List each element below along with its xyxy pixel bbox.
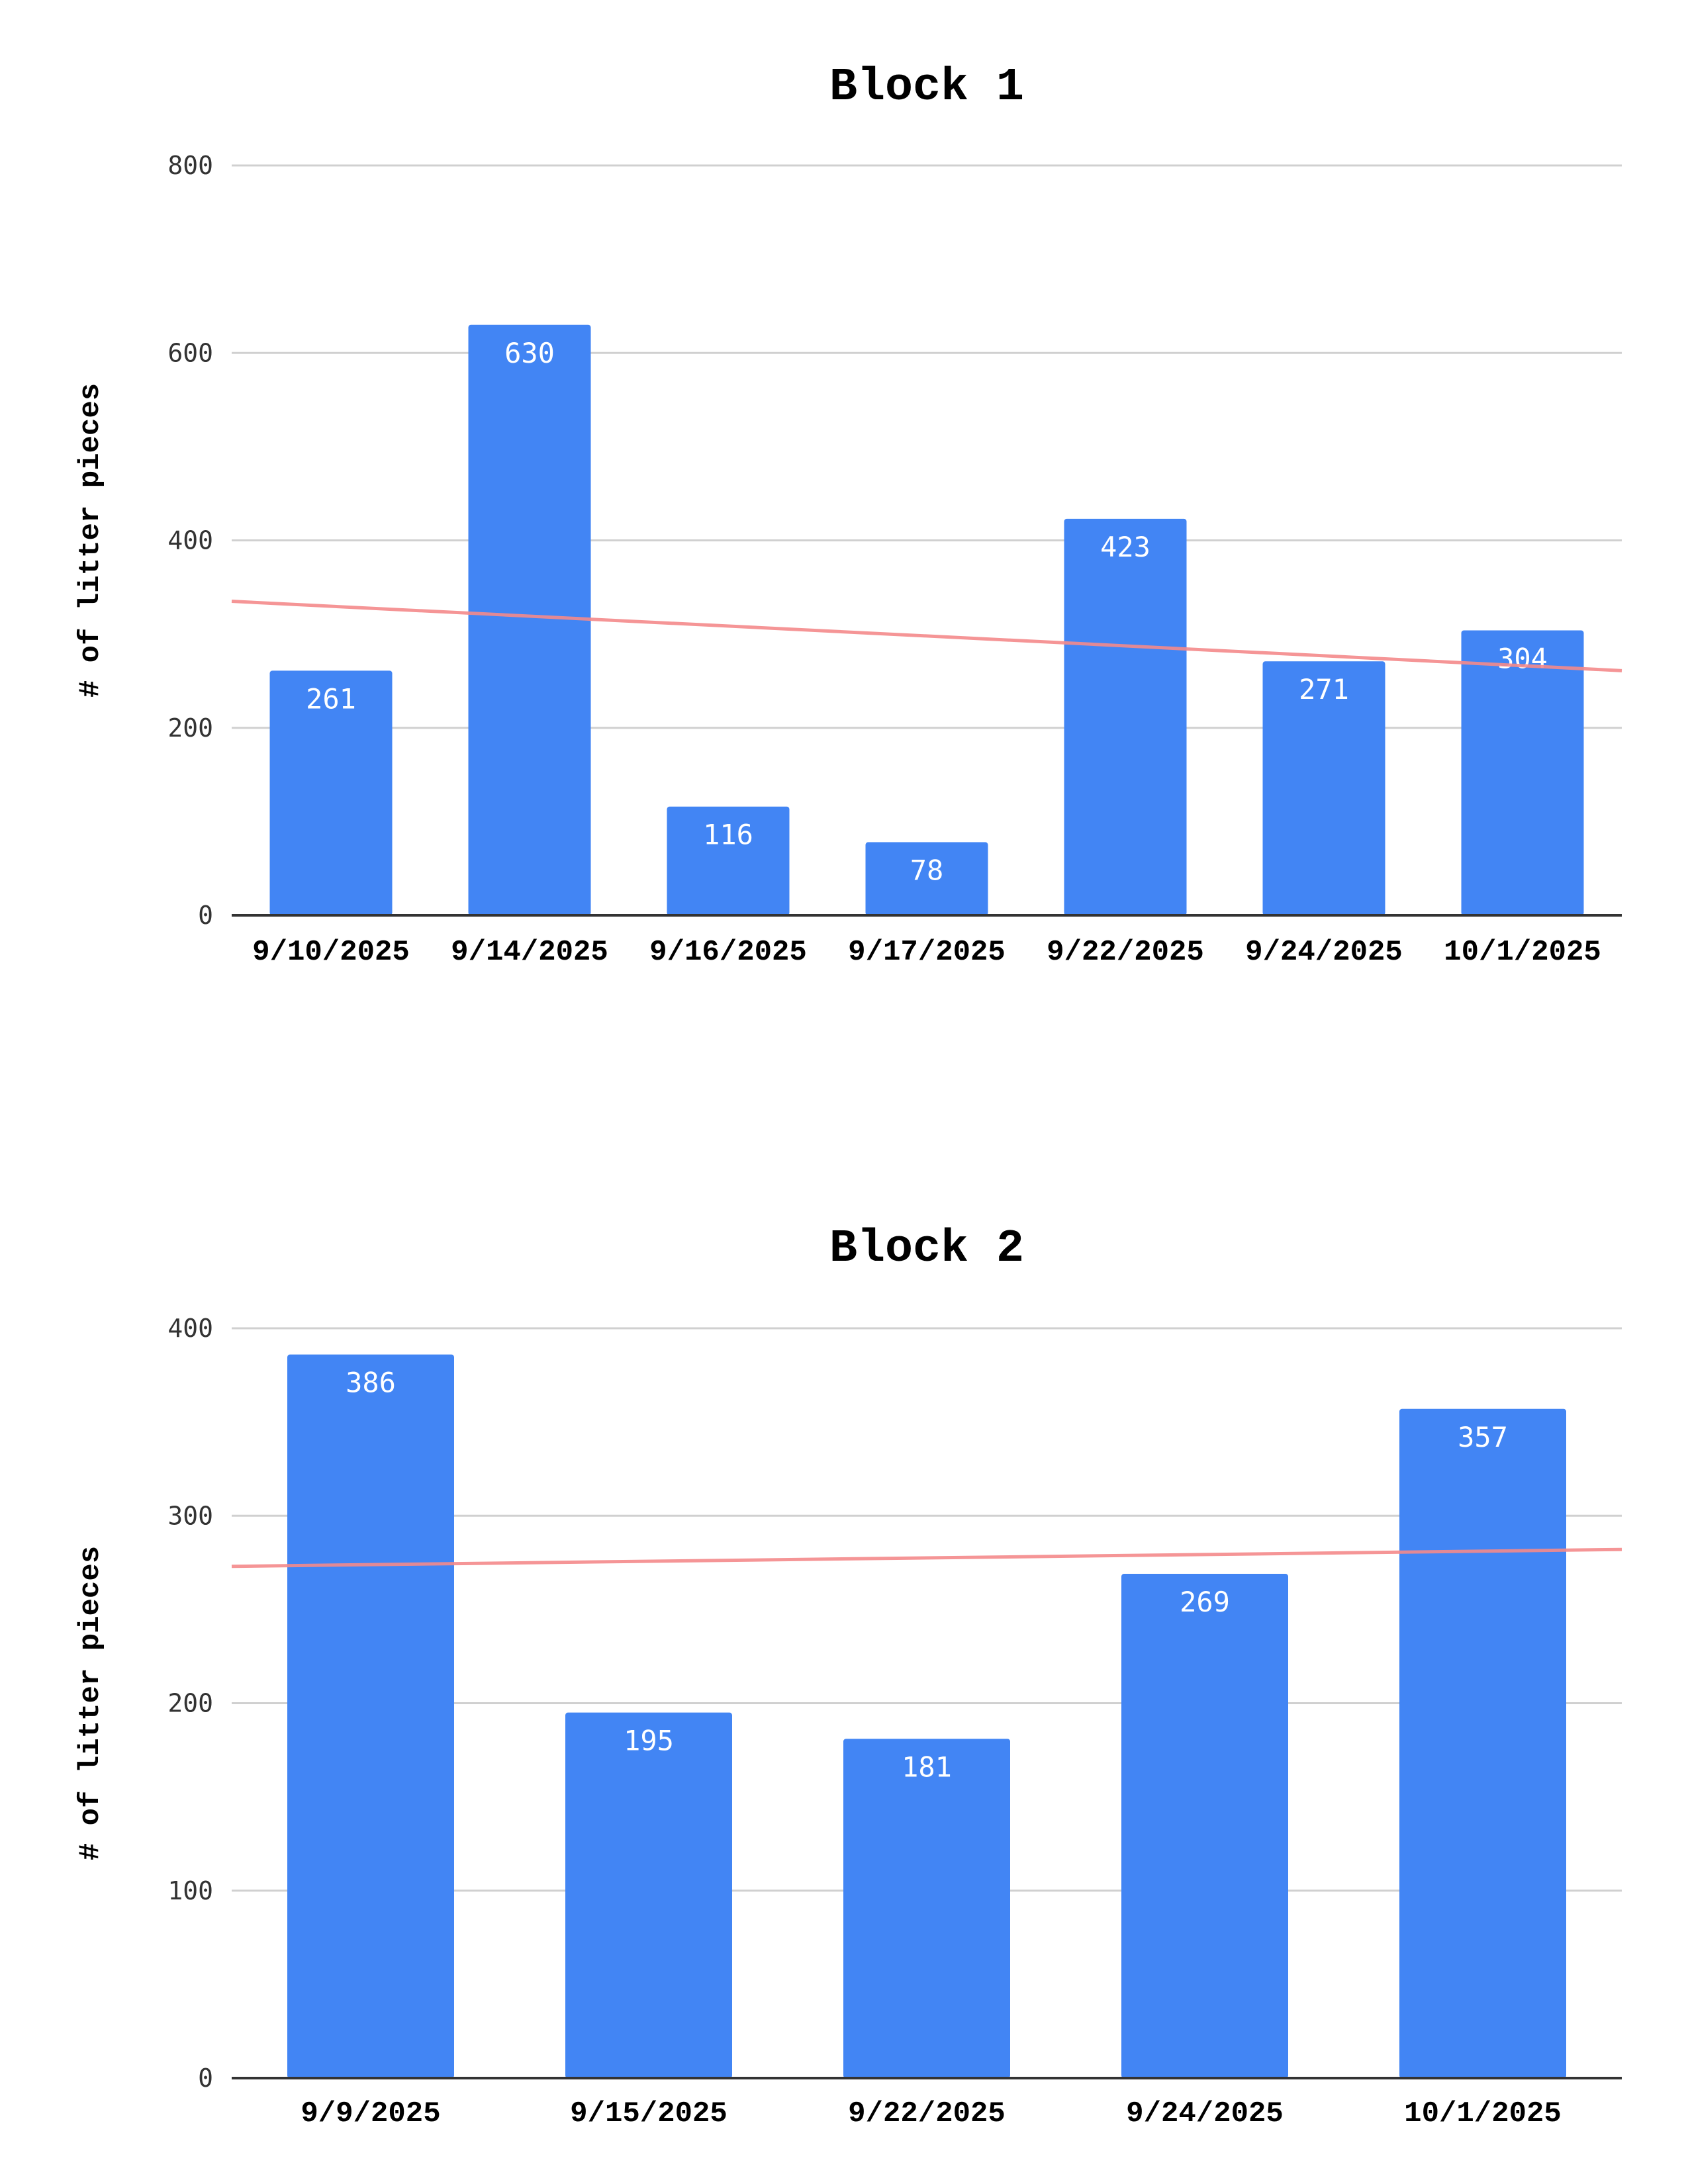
chart1-bar-value-label: 261 <box>306 682 356 715</box>
chart1-y-tick-label: 600 <box>167 338 213 367</box>
chart1-bar <box>865 842 988 915</box>
chart1-trendline <box>231 600 1622 672</box>
chart1-x-tick-label: 9/14/2025 <box>451 936 608 969</box>
chart1-bar <box>1262 661 1385 915</box>
chart2-bar-value-label: 269 <box>1180 1586 1230 1618</box>
chart2-bar <box>565 1712 732 2078</box>
chart2-bar-value-label: 181 <box>902 1751 952 1783</box>
chart1-x-tick-label: 9/10/2025 <box>252 936 410 969</box>
chart2-bar-value-label: 357 <box>1458 1421 1508 1453</box>
chart2-y-tick-label: 400 <box>167 1314 213 1343</box>
chart2-x-tick-label: 10/1/2025 <box>1404 2097 1562 2130</box>
chart2-y-tick-label: 300 <box>167 1501 213 1530</box>
chart2-y-tick-label: 100 <box>167 1876 213 1905</box>
chart2-bar-value-label: 195 <box>624 1725 674 1757</box>
chart1-y-tick-label: 800 <box>167 151 213 180</box>
chart2-trendline <box>231 1547 1622 1569</box>
chart2-bar-value-label: 386 <box>346 1367 396 1399</box>
chart2-y-axis-label: # of litter pieces <box>74 1546 107 1860</box>
chart2-y-tick-label: 200 <box>167 1689 213 1718</box>
chart1-y-tick-label: 200 <box>167 713 213 743</box>
chart2-bar <box>1121 1574 1288 2078</box>
chart2-x-tick-label: 9/9/2025 <box>301 2097 440 2130</box>
chart1-bar <box>1064 518 1187 915</box>
chart1-x-tick-label: 10/1/2025 <box>1444 936 1601 969</box>
chart1-y-tick-label: 400 <box>167 526 213 555</box>
chart1-bar <box>1461 630 1584 915</box>
chart2-x-tick-label: 9/22/2025 <box>848 2097 1006 2130</box>
chart1-bar-value-label: 271 <box>1299 673 1349 705</box>
chart1-bar-value-label: 78 <box>910 854 944 887</box>
chart1-bar <box>667 806 790 915</box>
chart1-x-tick-label: 9/22/2025 <box>1047 936 1204 969</box>
chart1-x-tick-label: 9/24/2025 <box>1245 936 1403 969</box>
chart1-bar <box>468 324 591 915</box>
chart2-bar <box>287 1354 454 2078</box>
chart2-title: Block 2 <box>829 1223 1024 1275</box>
chart1-bar-value-label: 423 <box>1100 531 1150 563</box>
chart2-bar <box>843 1739 1010 2078</box>
chart1-y-axis-label: # of litter pieces <box>74 383 107 698</box>
chart2-x-tick-label: 9/15/2025 <box>570 2097 727 2130</box>
chart2-y-tick-label: 0 <box>198 2064 213 2093</box>
chart2-x-tick-label: 9/24/2025 <box>1126 2097 1284 2130</box>
chart1-x-tick-label: 9/17/2025 <box>848 936 1006 969</box>
chart1-title: Block 1 <box>829 62 1024 114</box>
chart1-bar-value-label: 116 <box>703 819 753 851</box>
chart1-bar <box>269 670 393 915</box>
chart1-x-tick-label: 9/16/2025 <box>649 936 807 969</box>
chart1-bar-value-label: 630 <box>504 337 555 369</box>
chart1-y-tick-label: 0 <box>198 901 213 930</box>
chart2-bar <box>1399 1408 1566 2078</box>
chart1-bar-value-label: 304 <box>1497 642 1548 674</box>
